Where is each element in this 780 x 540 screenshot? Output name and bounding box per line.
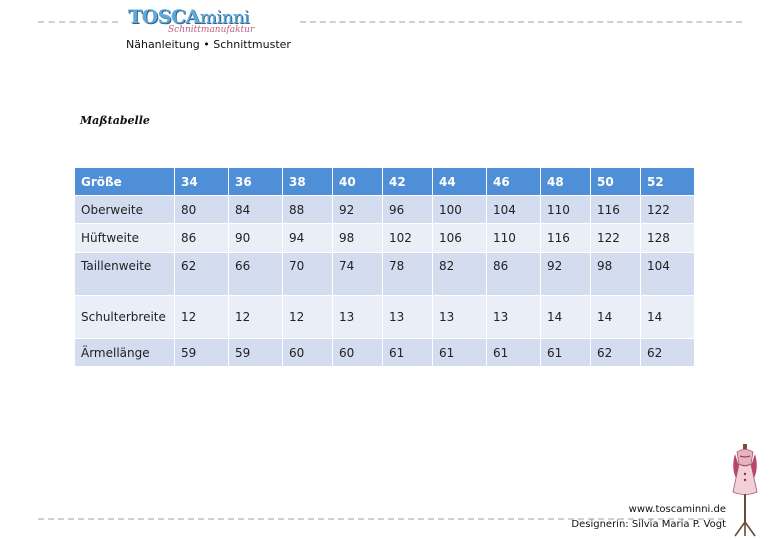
table-cell: 104 bbox=[487, 196, 540, 223]
table-cell: 13 bbox=[333, 296, 382, 338]
table-header-row: Größe 34 36 38 40 42 44 46 48 50 52 bbox=[75, 168, 694, 195]
table-cell: Hüftweite bbox=[75, 224, 174, 252]
table-cell: Oberweite bbox=[75, 196, 174, 223]
table-cell: 102 bbox=[383, 224, 432, 252]
table-cell: 14 bbox=[541, 296, 590, 338]
table-cell: Taillenweite bbox=[75, 253, 174, 295]
table-cell: 78 bbox=[383, 253, 432, 295]
table-cell: 14 bbox=[591, 296, 640, 338]
table-row: Hüftweite 86 90 94 98 102 106 110 116 12… bbox=[75, 224, 694, 252]
logo-wordmark-tosca: TOSCA bbox=[128, 6, 200, 28]
table-cell: 70 bbox=[283, 253, 332, 295]
footer-designer: Designerin: Silvia Maria P. Vogt bbox=[571, 519, 726, 530]
table-cell: 60 bbox=[333, 339, 382, 366]
table-cell: 106 bbox=[433, 224, 486, 252]
table-cell: 122 bbox=[591, 224, 640, 252]
table-row: Oberweite 80 84 88 92 96 100 104 110 116… bbox=[75, 196, 694, 223]
table-cell: 128 bbox=[641, 224, 694, 252]
logo: TOSCAminni Schnittmanufaktur bbox=[128, 6, 254, 35]
table-cell: 98 bbox=[591, 253, 640, 295]
table-header-cell: Größe bbox=[75, 168, 174, 195]
table-cell: 104 bbox=[641, 253, 694, 295]
table-row: Taillenweite 62 66 70 74 78 82 86 92 98 … bbox=[75, 253, 694, 295]
table-cell: 13 bbox=[433, 296, 486, 338]
table-cell: 61 bbox=[383, 339, 432, 366]
table-cell: 66 bbox=[229, 253, 282, 295]
table-cell: 74 bbox=[333, 253, 382, 295]
footer-divider bbox=[38, 518, 724, 520]
table-cell: 94 bbox=[283, 224, 332, 252]
footer-website: www.toscaminni.de bbox=[628, 504, 726, 515]
footer: www.toscaminni.de Designerin: Silvia Mar… bbox=[571, 502, 726, 532]
table-cell: 13 bbox=[487, 296, 540, 338]
logo-tagline: Schnittmanufaktur bbox=[168, 25, 255, 35]
table-cell: 62 bbox=[641, 339, 694, 366]
table-header-cell: 34 bbox=[175, 168, 228, 195]
logo-wordmark: TOSCAminni bbox=[128, 6, 250, 29]
table-cell: Schulterbreite bbox=[75, 296, 174, 338]
header-subtitle: Nähanleitung • Schnittmuster bbox=[126, 38, 291, 51]
table-cell: 116 bbox=[591, 196, 640, 223]
table-cell: 110 bbox=[541, 196, 590, 223]
table-header-cell: 52 bbox=[641, 168, 694, 195]
table-cell: 98 bbox=[333, 224, 382, 252]
table-cell: Ärmellänge bbox=[75, 339, 174, 366]
table-header-cell: 50 bbox=[591, 168, 640, 195]
table-cell: 62 bbox=[591, 339, 640, 366]
table-cell: 12 bbox=[175, 296, 228, 338]
table-row: Ärmellänge 59 59 60 60 61 61 61 61 62 62 bbox=[75, 339, 694, 366]
table-cell: 100 bbox=[433, 196, 486, 223]
table-cell: 14 bbox=[641, 296, 694, 338]
table-cell: 12 bbox=[283, 296, 332, 338]
table-cell: 96 bbox=[383, 196, 432, 223]
logo-wordmark-minni: minni bbox=[199, 7, 250, 28]
table-cell: 116 bbox=[541, 224, 590, 252]
page-heading: Maßtabelle bbox=[80, 114, 150, 127]
size-table: Größe 34 36 38 40 42 44 46 48 50 52 Ober… bbox=[74, 167, 695, 367]
table-header-cell: 44 bbox=[433, 168, 486, 195]
table-cell: 92 bbox=[541, 253, 590, 295]
dress-form-mannequin-icon bbox=[732, 444, 758, 537]
table-row: Schulterbreite 12 12 12 13 13 13 13 14 1… bbox=[75, 296, 694, 338]
table-header-cell: 46 bbox=[487, 168, 540, 195]
table-cell: 60 bbox=[283, 339, 332, 366]
table-cell: 13 bbox=[383, 296, 432, 338]
table-cell: 80 bbox=[175, 196, 228, 223]
table-cell: 90 bbox=[229, 224, 282, 252]
table-cell: 62 bbox=[175, 253, 228, 295]
table-cell: 61 bbox=[541, 339, 590, 366]
table-header-cell: 36 bbox=[229, 168, 282, 195]
table-cell: 59 bbox=[229, 339, 282, 366]
table-cell: 122 bbox=[641, 196, 694, 223]
header-divider-right bbox=[300, 21, 742, 23]
table-cell: 92 bbox=[333, 196, 382, 223]
table-header-cell: 40 bbox=[333, 168, 382, 195]
table-cell: 82 bbox=[433, 253, 486, 295]
table-cell: 110 bbox=[487, 224, 540, 252]
table-cell: 86 bbox=[487, 253, 540, 295]
table-header-cell: 38 bbox=[283, 168, 332, 195]
table-cell: 12 bbox=[229, 296, 282, 338]
table-cell: 86 bbox=[175, 224, 228, 252]
table-cell: 88 bbox=[283, 196, 332, 223]
table-cell: 84 bbox=[229, 196, 282, 223]
header-divider-left bbox=[38, 21, 118, 23]
table-header-cell: 42 bbox=[383, 168, 432, 195]
table-header-cell: 48 bbox=[541, 168, 590, 195]
table-cell: 61 bbox=[433, 339, 486, 366]
table-cell: 61 bbox=[487, 339, 540, 366]
table-cell: 59 bbox=[175, 339, 228, 366]
